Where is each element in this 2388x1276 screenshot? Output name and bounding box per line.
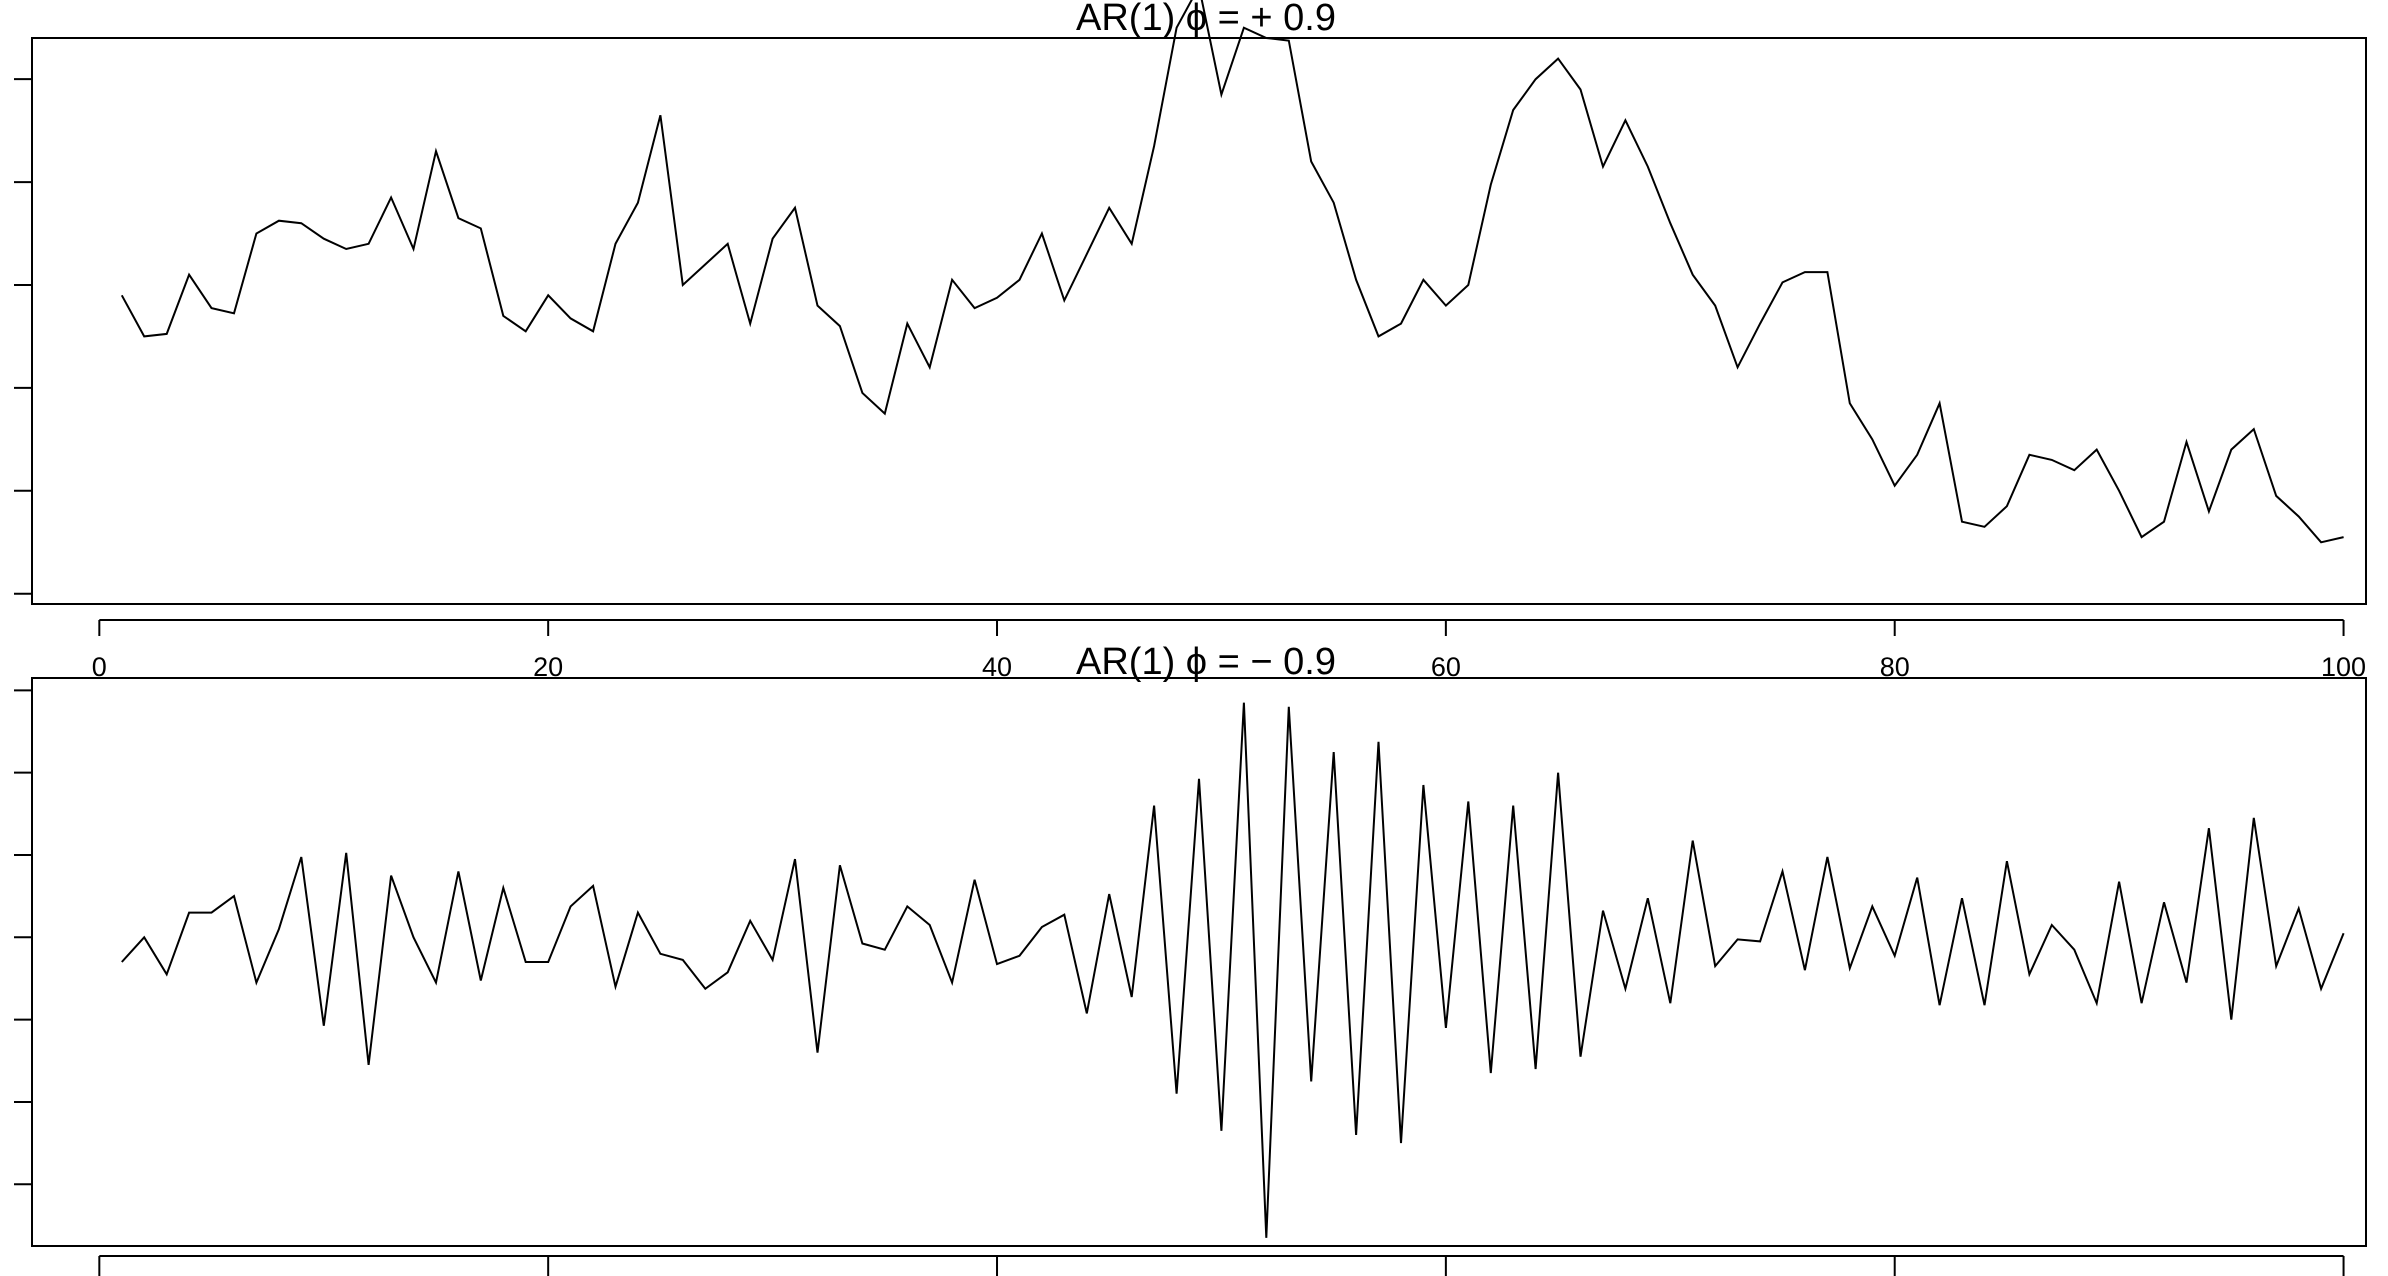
chart-title: AR(1) ϕ = + 0.9 xyxy=(1076,0,1336,39)
chart-title: AR(1) ϕ = − 0.9 xyxy=(1076,641,1336,683)
series-line xyxy=(120,0,2344,544)
series-line xyxy=(121,702,2345,1238)
panel-ar1-negative: AR(1) ϕ = − 0.9 xyxy=(14,641,2367,1276)
plot-frame xyxy=(31,37,2367,605)
plot-frame xyxy=(31,677,2367,1247)
x-tick-label: 0 xyxy=(92,652,107,682)
